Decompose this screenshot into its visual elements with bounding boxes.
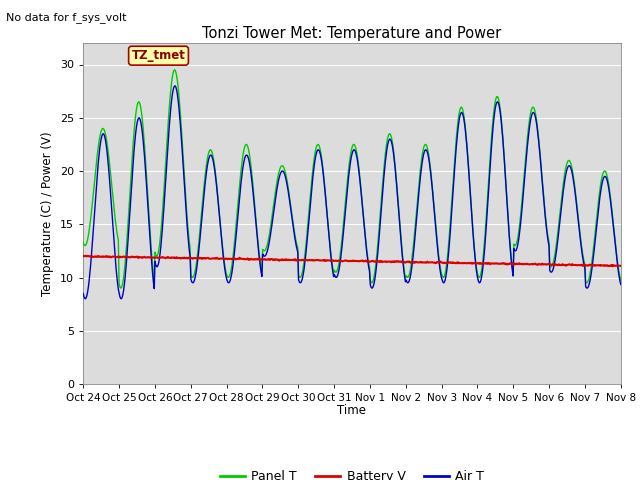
- Title: Tonzi Tower Met: Temperature and Power: Tonzi Tower Met: Temperature and Power: [202, 25, 502, 41]
- Text: TZ_tmet: TZ_tmet: [132, 49, 186, 62]
- Text: No data for f_sys_volt: No data for f_sys_volt: [6, 12, 127, 23]
- Legend: Panel T, Battery V, Air T: Panel T, Battery V, Air T: [214, 465, 490, 480]
- X-axis label: Time: Time: [337, 405, 367, 418]
- Y-axis label: Temperature (C) / Power (V): Temperature (C) / Power (V): [42, 132, 54, 296]
